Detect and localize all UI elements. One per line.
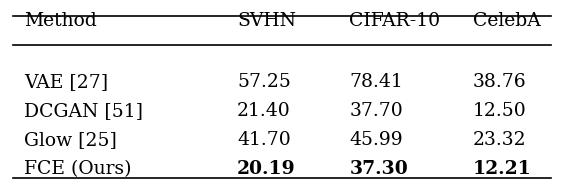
Text: 21.40: 21.40 [237, 102, 291, 120]
Text: 12.21: 12.21 [473, 160, 531, 178]
Text: CIFAR-10: CIFAR-10 [349, 12, 440, 30]
Text: 23.32: 23.32 [473, 131, 526, 149]
Text: FCE (Ours): FCE (Ours) [24, 160, 131, 178]
Text: Method: Method [24, 12, 96, 30]
Text: 12.50: 12.50 [473, 102, 527, 120]
Text: 78.41: 78.41 [349, 73, 403, 91]
Text: Glow [25]: Glow [25] [24, 131, 117, 149]
Text: 38.76: 38.76 [473, 73, 526, 91]
Text: 37.30: 37.30 [349, 160, 408, 178]
Text: 41.70: 41.70 [237, 131, 291, 149]
Text: SVHN: SVHN [237, 12, 296, 30]
Text: CelebA: CelebA [473, 12, 540, 30]
Text: 20.19: 20.19 [237, 160, 296, 178]
Text: 45.99: 45.99 [349, 131, 403, 149]
Text: DCGAN [51]: DCGAN [51] [24, 102, 143, 120]
Text: VAE [27]: VAE [27] [24, 73, 108, 91]
Text: 57.25: 57.25 [237, 73, 291, 91]
Text: 37.70: 37.70 [349, 102, 403, 120]
